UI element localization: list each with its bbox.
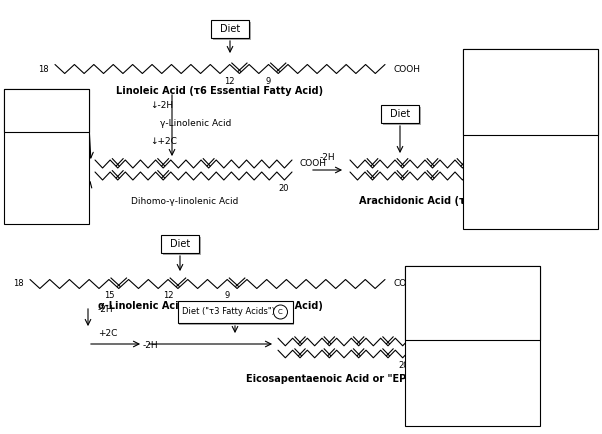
Text: PGF₂: PGF₂	[520, 93, 541, 102]
Bar	[161, 235, 199, 253]
Text: LTA₄: LTA₄	[521, 158, 539, 167]
Bar	[405, 266, 540, 426]
Text: PGE₂: PGE₂	[520, 84, 541, 93]
Text: LTB₄: LTB₄	[521, 166, 540, 175]
Bar	[213, 22, 251, 40]
Bar	[211, 20, 249, 38]
Text: TXA₃: TXA₃	[462, 323, 483, 332]
Text: PGF₁: PGF₁	[36, 154, 57, 163]
Text: Prostanoids: Prostanoids	[504, 63, 557, 72]
Text: LTB₅: LTB₅	[463, 372, 482, 381]
Text: COOH: COOH	[300, 160, 327, 168]
Text: 9: 9	[266, 76, 271, 85]
Text: -2H: -2H	[98, 305, 114, 313]
Text: PGD₂: PGD₂	[519, 75, 542, 84]
Text: TXA₁: TXA₁	[36, 165, 57, 174]
Bar	[463, 49, 598, 229]
Bar	[4, 89, 89, 224]
Text: 9: 9	[225, 292, 230, 300]
Text: Prostanoids: Prostanoids	[446, 278, 498, 287]
Text: 20: 20	[399, 362, 409, 371]
Text: Linoleic Acid (τ6 Essential Fatty Acid): Linoleic Acid (τ6 Essential Fatty Acid)	[116, 86, 323, 96]
Text: LTC₄: LTC₄	[521, 174, 540, 183]
Text: PGE₃: PGE₃	[462, 297, 483, 306]
Text: COOH: COOH	[418, 338, 445, 346]
Bar	[4, 89, 89, 132]
Text: LTD₄: LTD₄	[521, 182, 541, 191]
Text: -2H: -2H	[319, 154, 335, 162]
Text: -2H: -2H	[143, 342, 158, 351]
Text: Diet ("τ3 Fatty Acids"): Diet ("τ3 Fatty Acids")	[182, 308, 275, 316]
Text: Dihomo-γ-linolenic Acid: Dihomo-γ-linolenic Acid	[131, 197, 238, 206]
Text: 20: 20	[279, 184, 289, 194]
Text: +2C: +2C	[98, 329, 117, 339]
Text: ↓+2C: ↓+2C	[150, 137, 177, 145]
Text: SERIES 3: SERIES 3	[450, 269, 495, 278]
Text: Prostanoids: Prostanoids	[20, 132, 73, 141]
Text: SERIES 2: SERIES 2	[508, 53, 553, 62]
Text: Diet: Diet	[220, 24, 240, 34]
Bar	[405, 266, 540, 340]
Bar	[383, 107, 421, 125]
Ellipse shape	[273, 305, 288, 319]
Text: COOH: COOH	[493, 160, 520, 168]
Text: γ-Linolenic Acid: γ-Linolenic Acid	[160, 119, 231, 128]
Text: PGE₁: PGE₁	[36, 142, 57, 151]
Bar	[179, 302, 294, 325]
Text: Eicosapentaenoic Acid or "EPA" (τ3): Eicosapentaenoic Acid or "EPA" (τ3)	[246, 374, 444, 384]
Text: TXA₂: TXA₂	[520, 111, 541, 120]
Text: LTC₂: LTC₂	[37, 187, 56, 195]
Text: Diet: Diet	[170, 239, 190, 249]
Text: PGI₃: PGI₃	[463, 314, 482, 323]
Text: 18: 18	[13, 279, 23, 289]
Text: α-Linolenic Acid (τ3 Essential Fatty Acid): α-Linolenic Acid (τ3 Essential Fatty Aci…	[98, 301, 323, 311]
Text: 15: 15	[104, 292, 114, 300]
Text: COOH: COOH	[393, 279, 420, 289]
Bar	[381, 105, 419, 123]
Text: PGI₂: PGI₂	[521, 102, 540, 111]
Bar	[463, 49, 598, 135]
Text: Leukotrienes: Leukotrienes	[17, 163, 76, 172]
Text: Arachidonic Acid (τ6): Arachidonic Acid (τ6)	[359, 196, 477, 206]
Text: COOH: COOH	[393, 65, 420, 73]
Text: LTC₅: LTC₅	[464, 382, 482, 391]
Text: 20: 20	[474, 184, 484, 194]
Bar	[163, 237, 201, 255]
Text: LTE₄: LTE₄	[521, 190, 539, 199]
Text: 18: 18	[38, 65, 48, 73]
Text: C: C	[278, 309, 283, 315]
Text: ↓-2H: ↓-2H	[150, 102, 173, 111]
Text: PGF₃: PGF₃	[462, 306, 483, 315]
Text: 12: 12	[163, 292, 173, 300]
Bar	[178, 301, 293, 323]
Text: PGD₃: PGD₃	[461, 289, 484, 298]
Text: SERIES 1: SERIES 1	[24, 103, 69, 112]
Text: 12: 12	[225, 76, 235, 85]
Text: Leukotrienes: Leukotrienes	[501, 145, 560, 155]
Text: LTD₂: LTD₂	[37, 198, 57, 207]
Text: Leukotrienes: Leukotrienes	[444, 351, 501, 360]
Text: LTA₅: LTA₅	[464, 362, 482, 372]
Text: Diet: Diet	[390, 109, 410, 119]
Text: LTA₂: LTA₂	[37, 175, 55, 184]
